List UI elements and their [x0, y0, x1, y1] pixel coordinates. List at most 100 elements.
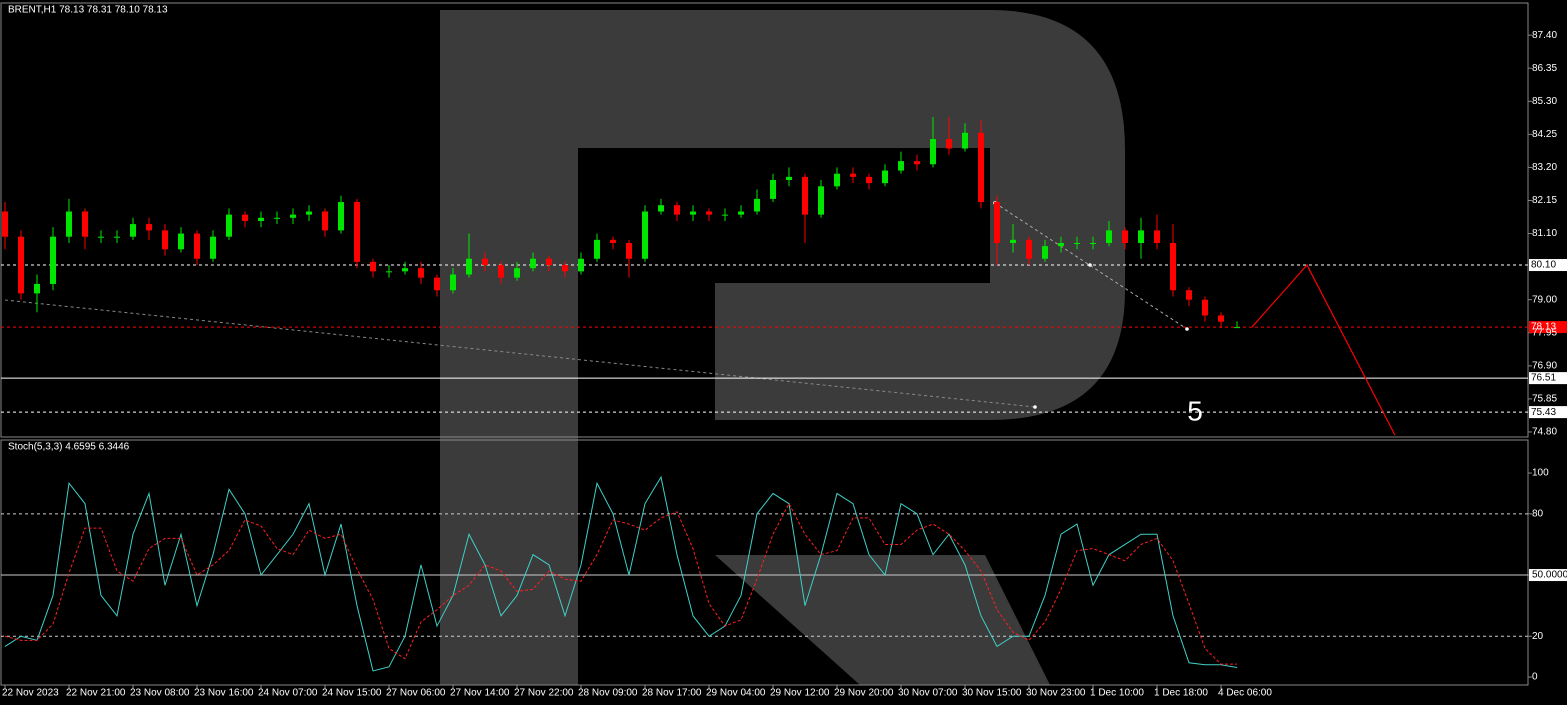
candle-body [50, 236, 56, 284]
x-tick-label: 29 Nov 04:00 [706, 688, 766, 699]
candle-body [482, 258, 488, 266]
candle-body [2, 211, 8, 237]
level-label: 76.51 [1531, 373, 1556, 384]
candle-body [66, 211, 72, 237]
candle-body [546, 258, 552, 266]
x-tick-label: 22 Nov 2023 [2, 688, 59, 699]
candle-body [850, 173, 856, 177]
candle-body [402, 268, 408, 272]
candle-body [802, 176, 808, 215]
y-tick-label: 84.25 [1532, 129, 1557, 140]
candle-body [818, 186, 824, 215]
candle-body [882, 170, 888, 184]
candle-body [466, 258, 472, 275]
candle-body [562, 265, 568, 272]
candle-body [338, 202, 344, 231]
trend-line [4, 299, 1036, 408]
y-tick-label: 20 [1532, 631, 1544, 642]
x-tick-label: 29 Nov 20:00 [834, 688, 894, 699]
y-tick-label: 86.35 [1532, 63, 1557, 74]
level-label-box [1529, 259, 1567, 272]
candle-body [18, 236, 24, 294]
candle-body [354, 202, 360, 262]
watermark-stem [440, 10, 578, 685]
candle-body [194, 233, 200, 259]
candle-body [1186, 290, 1192, 300]
x-tick-label: 22 Nov 21:00 [66, 688, 126, 699]
candle-body [274, 217, 280, 219]
candle-body [114, 236, 120, 238]
candle-body [418, 268, 424, 278]
candle-body [722, 214, 728, 216]
candle-body [1170, 242, 1176, 291]
level-label-box [1529, 321, 1567, 334]
trend-point [1033, 405, 1037, 409]
y-tick-label: 83.20 [1532, 162, 1557, 173]
candle-body [930, 139, 936, 165]
y-tick-label: 81.10 [1532, 228, 1557, 239]
y-tick-label: 75.85 [1532, 394, 1557, 405]
candle-body [514, 268, 520, 278]
candle-body [258, 217, 264, 221]
chart-header: BRENT,H1 78.13 78.31 78.10 78.13 [8, 5, 168, 16]
x-tick-label: 1 Dec 10:00 [1090, 688, 1144, 699]
candle-body [450, 274, 456, 291]
candle-body [706, 211, 712, 215]
candle-body [962, 132, 968, 149]
candle-body [994, 202, 1000, 243]
candle-body [626, 242, 632, 259]
x-tick-label: 23 Nov 16:00 [194, 688, 254, 699]
candle-body [642, 211, 648, 259]
indicator-header: Stoch(5,3,3) 4.6595 6.3446 [8, 442, 130, 453]
x-tick-label: 1 Dec 18:00 [1154, 688, 1208, 699]
candle-body [1202, 299, 1208, 316]
y-tick-label: 82.15 [1532, 195, 1557, 206]
candle-body [594, 239, 600, 259]
x-tick-label: 24 Nov 15:00 [322, 688, 382, 699]
candle-body [498, 265, 504, 278]
candle-body [130, 224, 136, 237]
y-tick-label: 87.40 [1532, 30, 1557, 41]
x-tick-label: 30 Nov 15:00 [962, 688, 1022, 699]
candle-body [690, 211, 696, 215]
candle-body [162, 230, 168, 250]
candle-body [242, 214, 248, 221]
y-tick-label: 85.30 [1532, 96, 1557, 107]
x-tick-label: 27 Nov 14:00 [450, 688, 510, 699]
forecast-line [1251, 263, 1396, 436]
candle-body [1106, 230, 1112, 243]
candle-body [866, 176, 872, 184]
candle-body [674, 205, 680, 215]
x-tick-label: 4 Dec 06:00 [1218, 688, 1272, 699]
candle-body [770, 180, 776, 199]
candle-body [978, 132, 984, 203]
candle-body [1154, 230, 1160, 243]
y-tick-label: 50.0000 [1532, 570, 1567, 581]
level-label: 78.13 [1531, 322, 1556, 333]
trend-point [1185, 327, 1189, 331]
candle-body [1138, 230, 1144, 243]
candle-body [1042, 246, 1048, 259]
stoch-panel-border [0, 439, 1529, 686]
candle-body [386, 271, 392, 273]
candle-body [290, 214, 296, 218]
candle-body [914, 161, 920, 165]
y-tick-label: 76.90 [1532, 360, 1557, 371]
x-tick-label: 27 Nov 22:00 [514, 688, 574, 699]
candle-body [898, 161, 904, 171]
x-tick-label: 23 Nov 08:00 [130, 688, 190, 699]
x-tick-label: 24 Nov 07:00 [258, 688, 318, 699]
candle-body [1090, 242, 1096, 244]
candle-body [370, 261, 376, 272]
candle-body [34, 283, 40, 294]
candle-body [786, 176, 792, 181]
candle-body [610, 239, 616, 243]
y-tick-label: 77.95 [1532, 327, 1557, 338]
wave-label: 5 [1187, 395, 1203, 426]
watermark [440, 10, 1125, 685]
level-label: 75.43 [1531, 407, 1556, 418]
candle-body [530, 258, 536, 269]
candle-body [322, 211, 328, 231]
candle-body [754, 198, 760, 212]
